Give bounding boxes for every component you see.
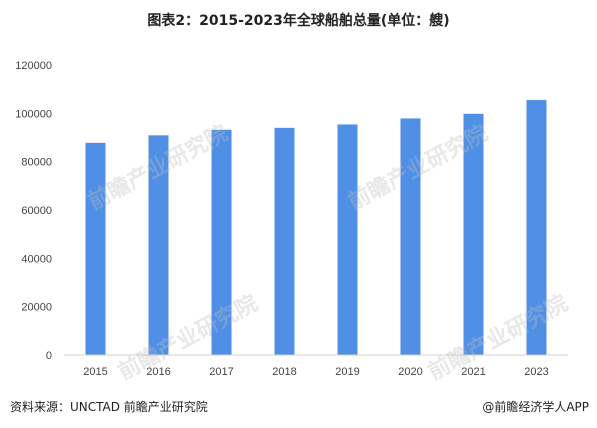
y-tick-label: 120000	[15, 60, 52, 72]
brand-note: @前瞻经济学人APP	[482, 400, 589, 414]
y-tick-label: 80000	[21, 157, 52, 169]
y-axis-ticks: 0 20000 40000 60000 80000 100000 120000	[15, 60, 52, 362]
bar-2021	[463, 113, 484, 355]
y-tick-label: 100000	[15, 108, 52, 120]
x-tick-label: 2023	[524, 366, 548, 378]
bar-2020	[400, 118, 421, 356]
bar-2019	[337, 124, 358, 355]
bar-2015	[85, 142, 106, 355]
x-tick-label: 2018	[272, 366, 296, 378]
x-tick-label: 2015	[83, 366, 107, 378]
bar-2018	[274, 127, 295, 355]
x-tick-label: 2020	[398, 366, 422, 378]
x-tick-label: 2017	[209, 366, 233, 378]
y-tick-label: 0	[46, 350, 52, 362]
chart-title: 图表2：2015-2023年全球船舶总量(单位：艘)	[147, 13, 450, 29]
source-note: 资料来源：UNCTAD 前瞻产业研究院	[10, 400, 208, 414]
x-axis-ticks: 2015 2016 2017 2018 2019 2020 2021 2023	[83, 366, 548, 378]
bar-2016	[148, 135, 169, 355]
y-tick-label: 20000	[21, 302, 52, 314]
y-tick-label: 40000	[21, 253, 52, 265]
x-tick-label: 2019	[335, 366, 359, 378]
bar-2023	[526, 100, 547, 356]
x-tick-label: 2016	[146, 366, 170, 378]
bars	[85, 100, 547, 356]
bar-2017	[211, 129, 232, 355]
y-tick-label: 60000	[21, 205, 52, 217]
x-tick-label: 2021	[461, 366, 485, 378]
